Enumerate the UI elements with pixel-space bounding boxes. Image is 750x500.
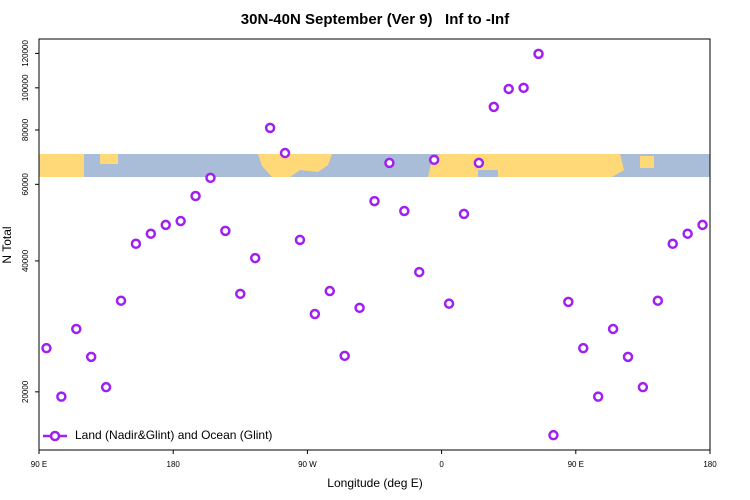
point <box>264 122 276 134</box>
point <box>309 308 321 320</box>
land <box>428 154 624 177</box>
point <box>235 288 246 300</box>
point <box>637 381 649 393</box>
point <box>384 157 395 169</box>
chart-title: 30N-40N September (Ver 9) Inf to -Inf <box>241 11 510 28</box>
point <box>682 228 693 239</box>
land <box>258 154 332 177</box>
point <box>85 351 97 363</box>
y-axis-label: N Total <box>0 226 14 263</box>
x-tick-label: 180 <box>703 460 717 469</box>
point <box>294 234 306 246</box>
sea <box>478 170 498 177</box>
x-tick-label: 180 <box>167 460 181 469</box>
point <box>369 195 380 207</box>
point <box>220 225 231 237</box>
point <box>652 295 664 306</box>
legend-label: Land (Nadir&Glint) and Ocean (Glint) <box>75 428 272 442</box>
point <box>443 298 455 309</box>
point <box>622 351 634 363</box>
point <box>324 285 336 297</box>
y-tick-label: 20000 <box>21 380 30 403</box>
y-tick-label: 100000 <box>21 74 30 101</box>
point <box>175 215 186 227</box>
point <box>279 147 291 159</box>
point <box>607 323 619 335</box>
map-strip <box>39 154 710 177</box>
point <box>160 219 171 231</box>
point <box>115 295 127 306</box>
point <box>488 101 500 113</box>
point <box>71 323 82 335</box>
point <box>145 228 157 239</box>
plot-frame <box>38 38 711 451</box>
point <box>205 172 216 184</box>
land <box>100 154 118 164</box>
point <box>548 429 559 441</box>
legend-marker <box>49 430 61 442</box>
point <box>354 302 365 314</box>
point <box>503 83 514 95</box>
x-tick-label: 0 <box>439 460 444 469</box>
point <box>56 391 67 402</box>
point <box>667 238 678 250</box>
point <box>533 48 544 60</box>
land <box>640 156 654 168</box>
point <box>249 252 261 264</box>
point <box>339 350 350 362</box>
y-tick-label: 60000 <box>21 173 30 196</box>
point <box>518 82 529 94</box>
x-tick-label: 90 W <box>298 460 317 469</box>
point <box>100 381 112 393</box>
point <box>563 296 574 308</box>
y-tick-label: 40000 <box>21 249 30 272</box>
x-tick-label: 90 E <box>568 460 584 469</box>
point <box>428 154 440 166</box>
point <box>130 238 142 250</box>
point <box>41 342 52 354</box>
land <box>39 154 84 177</box>
point <box>399 205 410 217</box>
x-tick-label: 90 E <box>31 460 47 469</box>
point <box>413 266 425 278</box>
point <box>458 208 470 220</box>
y-tick-label: 120000 <box>21 39 30 66</box>
point <box>697 219 708 231</box>
y-tick-label: 80000 <box>21 118 30 141</box>
x-axis-label: Longitude (deg E) <box>327 476 422 490</box>
point <box>190 190 201 202</box>
point <box>592 391 604 402</box>
point <box>473 157 485 169</box>
point <box>578 342 589 354</box>
